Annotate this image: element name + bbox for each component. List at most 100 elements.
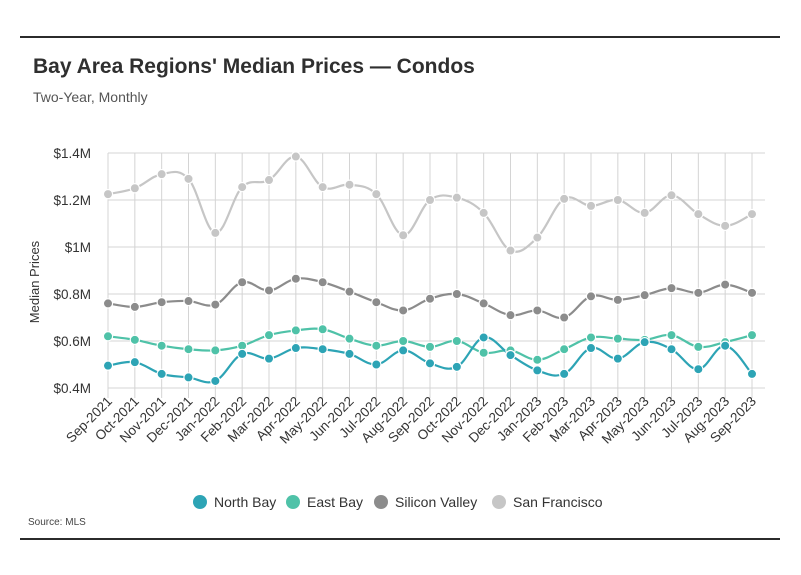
san-francisco-point bbox=[746, 208, 758, 220]
san-francisco-point bbox=[612, 194, 624, 206]
north-bay-point bbox=[236, 348, 248, 360]
north-bay-point bbox=[210, 375, 221, 387]
north-bay-point bbox=[585, 342, 597, 354]
x-axis: Sep-2021Oct-2021Nov-2021Dec-2021Jan-2022… bbox=[63, 394, 759, 447]
san-francisco-point bbox=[424, 194, 436, 206]
north-bay-point bbox=[532, 365, 543, 376]
east-bay-point bbox=[371, 340, 382, 351]
silicon-valley-point bbox=[478, 298, 489, 309]
y-tick-label: $1.2M bbox=[53, 193, 91, 208]
north-bay-point bbox=[263, 353, 275, 364]
source-note: Source: MLS bbox=[28, 517, 86, 528]
silicon-valley-point bbox=[263, 285, 275, 296]
san-francisco-point bbox=[558, 193, 570, 205]
san-francisco-point bbox=[505, 245, 516, 256]
chart-subtitle: Two-Year, Monthly bbox=[33, 89, 148, 105]
silicon-valley-point bbox=[746, 287, 758, 299]
north-bay-point bbox=[451, 361, 463, 373]
silicon-valley-point bbox=[719, 279, 731, 290]
san-francisco-point bbox=[317, 181, 328, 193]
y-tick-label: $0.4M bbox=[53, 381, 91, 396]
san-francisco-point bbox=[371, 188, 382, 200]
north-bay-point bbox=[344, 348, 355, 360]
chart-title: Bay Area Regions' Median Prices — Condos bbox=[33, 55, 475, 78]
east-bay-point bbox=[693, 341, 704, 353]
silicon-valley-point bbox=[585, 291, 597, 302]
east-bay-point bbox=[263, 329, 275, 341]
series-points bbox=[102, 151, 758, 387]
legend-east-bay-marker bbox=[286, 495, 300, 509]
silicon-valley-point bbox=[424, 293, 436, 304]
east-bay-point bbox=[451, 335, 463, 347]
east-bay-point bbox=[612, 333, 624, 344]
silicon-valley-point bbox=[156, 297, 167, 308]
silicon-valley-point bbox=[612, 294, 624, 306]
grid-lines bbox=[107, 152, 765, 398]
silicon-valley-point bbox=[129, 301, 141, 313]
san-francisco-point bbox=[639, 207, 650, 219]
east-bay-point bbox=[344, 333, 355, 344]
east-bay-point bbox=[666, 329, 677, 341]
legend-north-bay-label: North Bay bbox=[214, 494, 276, 510]
east-bay-point bbox=[129, 334, 141, 346]
east-bay-point bbox=[156, 340, 167, 351]
north-bay-point bbox=[183, 372, 194, 383]
silicon-valley-point bbox=[639, 289, 650, 301]
legend-silicon-valley-label: Silicon Valley bbox=[395, 494, 477, 510]
east-bay-point bbox=[317, 324, 328, 335]
silicon-valley-point bbox=[210, 299, 221, 310]
north-bay-point bbox=[371, 359, 382, 370]
east-bay-point bbox=[558, 344, 570, 355]
north-bay-point bbox=[129, 356, 141, 368]
silicon-valley-point bbox=[290, 273, 302, 284]
north-bay-point bbox=[639, 336, 650, 348]
east-bay-point bbox=[102, 331, 114, 342]
north-bay-point bbox=[612, 353, 624, 364]
san-francisco-point bbox=[263, 174, 275, 186]
north-bay-point bbox=[693, 364, 704, 375]
silicon-valley-point bbox=[102, 298, 114, 309]
north-bay-point bbox=[746, 368, 758, 380]
legend-silicon-valley-marker bbox=[374, 495, 388, 509]
y-axis-title: Median Prices bbox=[27, 240, 42, 323]
san-francisco-point bbox=[693, 208, 704, 220]
north-bay-point bbox=[102, 360, 114, 371]
east-bay-point bbox=[746, 329, 758, 341]
north-bay-point bbox=[290, 342, 302, 354]
silicon-valley-point bbox=[371, 297, 382, 308]
san-francisco-point bbox=[397, 230, 409, 241]
legend-san-francisco-marker bbox=[492, 495, 506, 509]
north-bay-point bbox=[478, 332, 489, 343]
y-tick-label: $0.8M bbox=[53, 287, 91, 302]
top-rule bbox=[20, 36, 780, 38]
east-bay-point bbox=[424, 341, 436, 353]
san-francisco-point bbox=[344, 179, 355, 190]
north-bay-point bbox=[424, 358, 436, 369]
north-bay-point bbox=[397, 345, 409, 356]
legend-san-francisco-label: San Francisco bbox=[513, 494, 603, 510]
north-bay-point bbox=[719, 340, 731, 351]
north-bay-point bbox=[505, 349, 516, 361]
san-francisco-point bbox=[156, 168, 167, 180]
east-bay-point bbox=[183, 344, 194, 355]
silicon-valley-point bbox=[666, 282, 677, 294]
silicon-valley-point bbox=[532, 305, 543, 316]
san-francisco-point bbox=[290, 151, 302, 162]
san-francisco-point bbox=[532, 232, 543, 243]
san-francisco-point bbox=[129, 183, 141, 194]
san-francisco-point bbox=[236, 181, 248, 193]
legend-north-bay-marker bbox=[193, 495, 207, 509]
east-bay-point bbox=[478, 347, 489, 358]
north-bay-point bbox=[156, 368, 167, 380]
bottom-rule bbox=[20, 538, 780, 540]
san-francisco-point bbox=[585, 200, 597, 212]
east-bay-point bbox=[397, 335, 409, 347]
san-francisco-point bbox=[451, 192, 463, 203]
y-tick-label: $0.6M bbox=[53, 334, 91, 349]
north-bay-point bbox=[317, 344, 328, 355]
silicon-valley-point bbox=[558, 312, 570, 323]
y-axis: $0.4M $0.6M $0.8M $1M $1.2M $1.4M bbox=[53, 146, 91, 396]
north-bay-point bbox=[666, 344, 677, 355]
north-bay-point bbox=[558, 368, 570, 380]
